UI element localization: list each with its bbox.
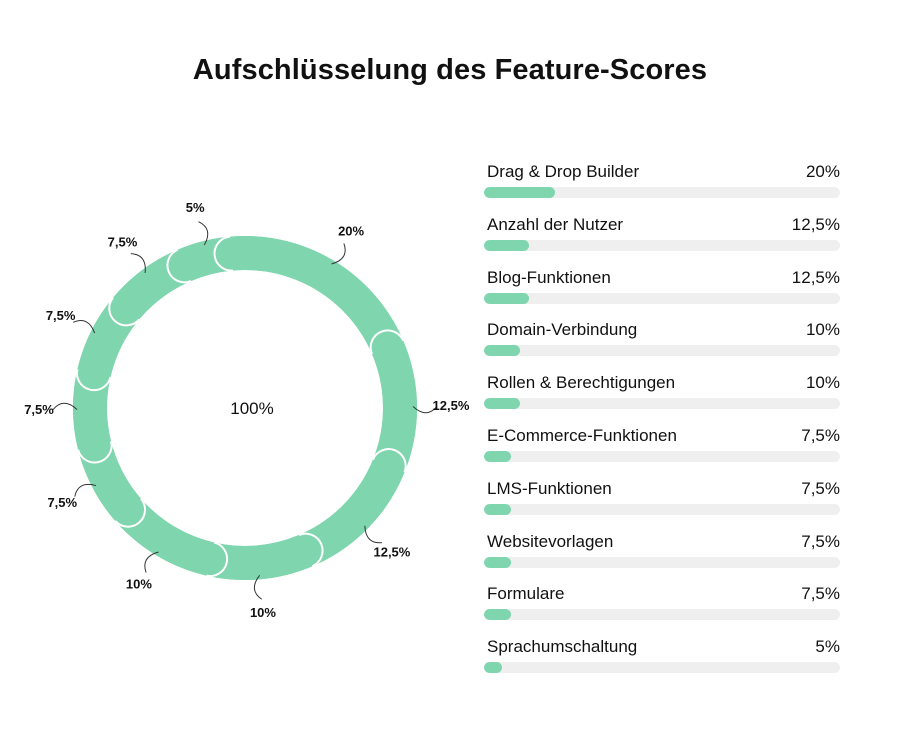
bar-row: LMS-Funktionen 7,5% — [484, 477, 840, 517]
bar-value: 5% — [815, 637, 840, 657]
slice-separator — [206, 541, 229, 578]
slice-label: 7,5% — [108, 234, 138, 249]
donut-slice — [115, 498, 215, 576]
donut-slice — [73, 369, 112, 450]
bar-value: 12,5% — [791, 214, 840, 234]
slice-label: 7,5% — [46, 308, 76, 323]
donut-chart: 20% 12,5% 12,5% 10% 10% 7,5% 7,5% 7,5% 7,5% 5% 100… — [24, 200, 470, 620]
donut-slice — [78, 440, 142, 521]
bar-value: 7,5% — [801, 584, 840, 604]
slice-label: 20% — [338, 223, 364, 238]
donut-slice — [177, 236, 234, 282]
bar-label: Sprachumschaltung — [487, 637, 638, 657]
bar-track — [484, 239, 840, 251]
bar-row: Blog-Funktionen 12,5% — [484, 266, 840, 306]
bar-track — [484, 398, 840, 410]
bar-fill — [484, 662, 502, 674]
bar-value: 7,5% — [801, 478, 840, 498]
donut-slice — [206, 534, 313, 580]
slice-separator — [108, 296, 141, 327]
bar-label: Formulare — [487, 584, 565, 604]
bar-track — [484, 503, 840, 515]
bar-track — [484, 292, 840, 304]
bar-track — [484, 609, 840, 621]
slice-label: 5% — [186, 200, 205, 215]
bar-track — [484, 451, 840, 462]
slice-leader-line — [72, 319, 96, 334]
bar-fill — [484, 345, 520, 357]
bar-row: Anzahl der Nutzer 12,5% — [484, 213, 840, 253]
bar-row: Drag & Drop Builder 20% — [484, 160, 840, 200]
bar-fill — [484, 503, 511, 515]
bar-value: 12,5% — [791, 267, 840, 287]
slice-label: 12,5% — [373, 544, 410, 559]
bar-track — [484, 662, 840, 674]
bar-fill — [484, 292, 529, 304]
slice-label: 12,5% — [433, 398, 470, 413]
bar-fill — [484, 239, 529, 251]
slice-label: 10% — [250, 605, 276, 620]
bar-label: Blog-Funktionen — [487, 267, 611, 287]
slice-label: 7,5% — [24, 402, 54, 417]
slice-leader-line — [364, 525, 382, 544]
slice-separator — [75, 369, 112, 392]
slice-leader-line — [331, 243, 346, 265]
slice-separator — [77, 441, 113, 464]
bar-label: Rollen & Berechtigungen — [487, 373, 676, 393]
bar-fill — [484, 556, 511, 568]
slice-leader-line — [52, 402, 78, 410]
donut-slice — [113, 249, 192, 320]
slice-leader-line — [198, 221, 209, 246]
bar-row: Rollen & Berechtigungen 10% — [484, 371, 840, 411]
donut-slice — [298, 459, 405, 567]
bar-value: 7,5% — [801, 426, 840, 445]
chart-title: Aufschlüsselung des Feature-Scores — [192, 54, 708, 86]
bar-value: 20% — [805, 162, 840, 181]
bar-row: E-Commerce-Funktionen 7,5% — [484, 424, 840, 464]
bar-row: Formulare 7,5% — [484, 582, 840, 622]
bar-track — [484, 345, 840, 357]
bar-fill — [484, 398, 520, 410]
bar-fill — [484, 609, 511, 621]
donut-slice — [371, 340, 417, 473]
bar-row: Sprachumschaltung 5% — [484, 635, 840, 675]
slice-label: 7,5% — [47, 495, 77, 510]
slice-separator — [298, 532, 324, 568]
slice-leader-line — [412, 406, 438, 414]
slice-separator — [372, 448, 407, 473]
bar-track — [484, 556, 840, 568]
slice-separator — [369, 329, 405, 355]
slice-separator — [213, 235, 234, 272]
slice-separator — [114, 497, 146, 528]
donut-slice — [230, 236, 404, 355]
bar-label: Anzahl der Nutzer — [487, 214, 624, 234]
bar-track — [484, 187, 840, 198]
bar-label: Websitevorlagen — [487, 531, 614, 551]
slice-label: 10% — [126, 577, 152, 592]
donut-slice — [77, 297, 140, 378]
slice-separator — [166, 248, 192, 284]
bar-label: LMS-Funktionen — [487, 478, 612, 498]
bar-value: 10% — [805, 373, 840, 393]
slice-leader-line — [144, 551, 159, 573]
slice-leader-line — [74, 483, 97, 497]
bar-value: 10% — [805, 320, 840, 340]
bar-label: Drag & Drop Builder — [487, 162, 640, 181]
bar-fill — [484, 187, 556, 198]
bar-label: Domain-Verbindung — [487, 320, 638, 340]
slice-leader-line — [130, 253, 146, 274]
bar-fill — [484, 451, 511, 462]
bar-row: Websitevorlagen 7,5% — [484, 530, 840, 570]
bar-row: Domain-Verbindung 10% — [484, 318, 840, 358]
slice-leader-line — [253, 575, 263, 600]
bar-value: 7,5% — [801, 531, 840, 551]
donut-center-label: 100% — [230, 399, 273, 418]
bar-label: E-Commerce-Funktionen — [487, 426, 677, 445]
